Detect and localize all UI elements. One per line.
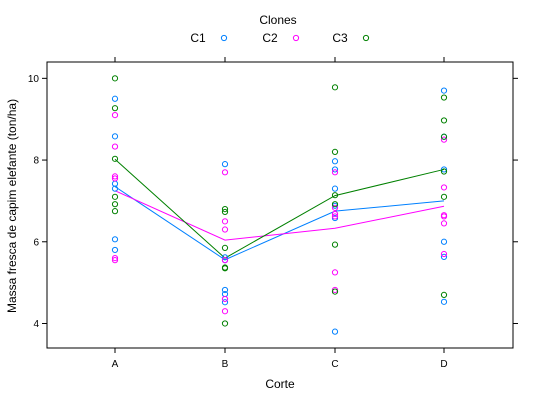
y-tick-label: 10 <box>28 74 40 85</box>
legend-item-c3: C3 <box>332 31 370 45</box>
point-c2 <box>221 226 229 233</box>
legend-items: C1 C2 C3 <box>190 31 370 45</box>
point-c3 <box>221 205 229 213</box>
point-c3 <box>440 94 448 101</box>
point-c2 <box>331 269 339 276</box>
point-c1 <box>440 166 448 173</box>
point-c3 <box>440 193 448 200</box>
point-c3 <box>331 241 339 248</box>
point-c2 <box>221 257 229 264</box>
legend-marker <box>220 34 228 42</box>
point-c2 <box>440 184 448 191</box>
y-tick-label: 8 <box>33 156 39 167</box>
point-c3 <box>440 168 448 175</box>
point-c1 <box>111 236 119 243</box>
point-c1 <box>331 185 339 192</box>
x-axis-title: Corte <box>265 377 295 391</box>
point-c3 <box>440 117 448 124</box>
point-c1 <box>440 253 448 260</box>
point-c2 <box>221 218 229 225</box>
point-c3 <box>331 84 339 91</box>
point-c2 <box>440 250 448 258</box>
point-c2 <box>111 112 119 119</box>
point-c3 <box>111 155 119 162</box>
point-c2 <box>331 169 339 176</box>
point-c2 <box>221 169 229 176</box>
point-c2 <box>111 173 119 180</box>
point-c3 <box>440 133 448 140</box>
point-c1 <box>221 161 229 168</box>
point-c3 <box>221 320 229 327</box>
point-c3 <box>221 265 229 272</box>
mean-line-c2 <box>114 190 445 241</box>
point-c3 <box>440 291 448 298</box>
point-c2 <box>111 143 119 150</box>
point-c3 <box>111 208 119 215</box>
point-c1 <box>221 254 229 261</box>
mean-lines <box>114 158 445 261</box>
point-c2 <box>331 210 339 218</box>
y-axis: 4 6 8 10 <box>28 74 518 330</box>
point-c3 <box>331 201 339 208</box>
point-c2 <box>440 213 448 220</box>
point-c2 <box>111 255 119 262</box>
legend-item-c1: C1 <box>190 31 228 45</box>
point-c3 <box>111 75 119 82</box>
point-c1 <box>111 246 119 254</box>
legend-marker <box>292 34 300 42</box>
point-c3 <box>331 192 339 199</box>
legend: Clones C1 C2 C3 <box>190 13 370 45</box>
y-tick-label: 6 <box>33 237 39 248</box>
legend-label: C1 <box>190 31 206 45</box>
point-c2 <box>111 257 119 264</box>
point-c1 <box>111 133 119 140</box>
point-c1 <box>440 238 448 245</box>
data-points <box>111 75 448 335</box>
point-c2 <box>111 175 119 182</box>
mean-line-c3 <box>114 158 445 259</box>
point-c1 <box>331 166 339 173</box>
point-c3 <box>221 208 229 216</box>
y-axis-title: Massa fresca de capim elefante (ton/ha) <box>5 99 19 313</box>
x-tick-label: A <box>112 359 119 370</box>
legend-item-c2: C2 <box>262 31 300 45</box>
point-c1 <box>111 95 119 102</box>
point-c2 <box>331 204 339 211</box>
point-c1 <box>440 87 448 94</box>
point-c2 <box>440 136 448 143</box>
mean-line-c1 <box>114 186 445 261</box>
point-c2 <box>221 308 229 315</box>
point-c3 <box>111 105 119 112</box>
legend-title: Clones <box>259 13 296 27</box>
legend-marker <box>362 34 370 42</box>
x-tick-label: D <box>440 359 447 370</box>
x-axis: A B C D <box>112 57 448 370</box>
point-c3 <box>331 288 339 295</box>
point-c1 <box>331 328 339 335</box>
point-c3 <box>111 193 119 200</box>
point-c3 <box>111 201 119 208</box>
legend-label: C2 <box>262 31 278 45</box>
point-c3 <box>331 148 339 155</box>
x-tick-label: B <box>222 359 229 370</box>
point-c2 <box>331 213 339 220</box>
point-c3 <box>221 244 229 251</box>
legend-label: C3 <box>332 31 348 45</box>
point-c2 <box>221 295 229 303</box>
point-c1 <box>331 158 339 165</box>
point-c1 <box>221 299 229 306</box>
point-c1 <box>111 185 119 192</box>
point-c1 <box>221 286 229 294</box>
y-tick-label: 4 <box>33 319 39 330</box>
plot-frame <box>46 61 514 349</box>
x-tick-label: C <box>331 359 338 370</box>
point-c2 <box>440 220 448 227</box>
point-c1 <box>440 298 448 305</box>
